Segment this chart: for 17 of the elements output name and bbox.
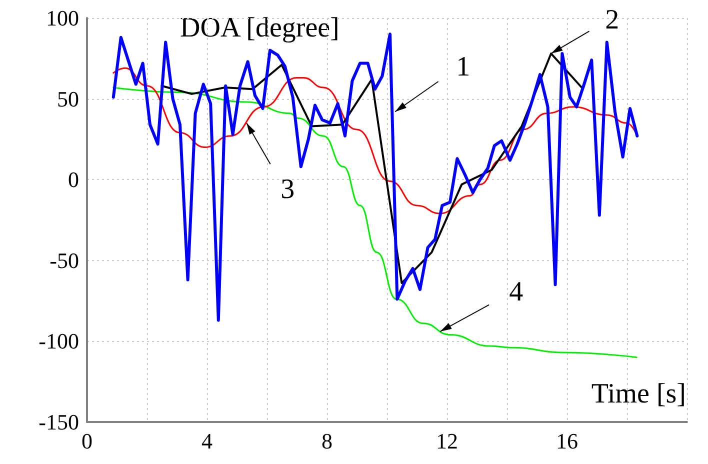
x-tick-label: 12 xyxy=(436,428,458,454)
y-tick-label: 100 xyxy=(46,6,79,30)
annotation: 3 xyxy=(280,174,295,206)
line-series xyxy=(112,86,638,358)
annotation: 1 xyxy=(456,52,470,83)
y-tick-label: -100 xyxy=(38,328,79,354)
annotation: 2 xyxy=(605,4,620,36)
y-tick-label: -150 xyxy=(38,410,79,434)
y-tick-label: 0 xyxy=(68,167,79,192)
y-axis-title: DOA [degree] xyxy=(180,12,340,44)
annotation: 4 xyxy=(509,276,524,308)
y-tick-label: 50 xyxy=(57,86,79,112)
y-tick-label: -50 xyxy=(50,248,79,273)
x-tick-label: 16 xyxy=(556,428,578,454)
x-axis-title: Time [s] xyxy=(591,378,686,410)
x-tick-label: 4 xyxy=(202,428,212,454)
x-tick-label: 8 xyxy=(322,428,332,454)
